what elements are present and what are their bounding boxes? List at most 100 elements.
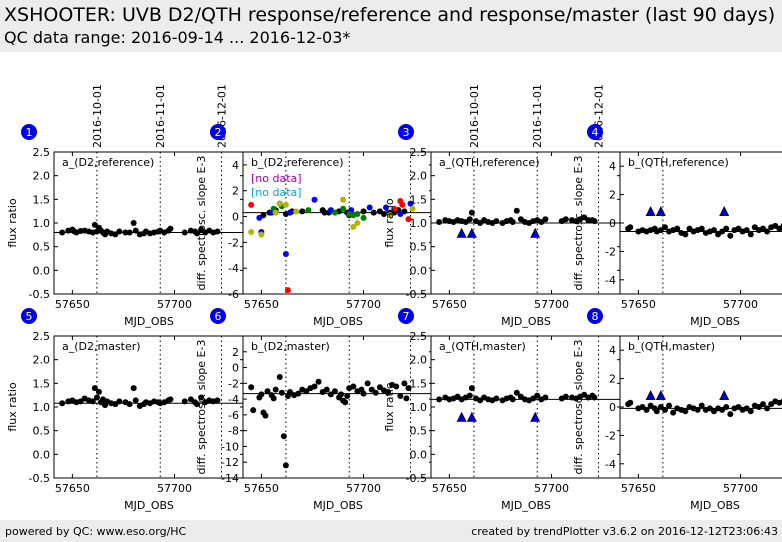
data-point — [764, 405, 771, 412]
x-tick-label: 57700 — [346, 298, 381, 311]
y-tick-label: 0 — [232, 362, 239, 375]
plot-area — [431, 336, 621, 478]
y-tick-label: 0.0 — [33, 264, 51, 277]
y-tick-label: 2.5 — [410, 330, 428, 343]
panel-badge — [398, 308, 414, 324]
plot-area — [431, 152, 621, 294]
colored-data-point — [272, 209, 279, 216]
data-point — [723, 404, 730, 410]
colored-data-point — [331, 209, 338, 216]
x-tick-label: 57700 — [534, 298, 569, 311]
page-subtitle: QC data range: 2016-09-14 ... 2016-12-03… — [4, 28, 351, 47]
colored-data-point — [256, 214, 263, 221]
data-point — [299, 208, 306, 215]
y-tick-label: 2.0 — [410, 170, 428, 183]
panel-label: a_(D2,master) — [62, 340, 141, 353]
colored-data-point — [407, 200, 414, 207]
data-point — [698, 402, 705, 409]
data-point — [542, 394, 549, 401]
y-tick-label: 2 — [609, 373, 616, 386]
plot-frame — [430, 335, 622, 479]
y-tick-label: 1.0 — [410, 401, 428, 414]
data-point — [591, 218, 598, 225]
date-label: 2016-11-01 — [531, 84, 544, 148]
y-tick-label: 0.5 — [410, 425, 428, 438]
colored-data-point — [340, 196, 347, 203]
y-axis-label: diff. spectrosc. slope E-3 — [572, 156, 585, 291]
data-point — [466, 216, 473, 223]
data-point — [311, 383, 318, 390]
plot-area — [620, 336, 782, 478]
y-tick-label: 0.5 — [33, 241, 51, 254]
y-tick-label: 0.5 — [33, 425, 51, 438]
panel-badge-label: 4 — [592, 126, 599, 139]
colored-data-point — [311, 196, 318, 203]
colored-data-point — [399, 201, 406, 208]
colored-data-point — [340, 205, 347, 212]
data-point — [666, 402, 673, 409]
date-label: 2016-11-01 — [154, 84, 167, 148]
data-point — [436, 219, 443, 226]
colored-data-point — [282, 250, 289, 257]
triangle-marker — [530, 227, 541, 238]
colored-data-point — [276, 200, 283, 207]
x-tick-label: 57650 — [621, 482, 656, 495]
data-point — [401, 380, 408, 387]
data-point — [468, 385, 475, 392]
y-tick-label: 2 — [232, 185, 239, 198]
colored-data-point — [360, 214, 367, 221]
data-point — [405, 385, 412, 392]
y-tick-label: 2.5 — [33, 330, 51, 343]
y-tick-label: 0 — [609, 401, 616, 414]
colored-data-point — [391, 205, 398, 212]
triangle-marker — [719, 205, 730, 216]
data-point — [385, 389, 392, 396]
panel-badge-label: 2 — [215, 126, 222, 139]
data-point — [280, 433, 287, 440]
data-point — [262, 412, 269, 419]
data-point — [130, 385, 137, 392]
x-tick-label: 57650 — [432, 298, 467, 311]
data-point — [116, 398, 123, 405]
x-axis-label: MJD_OBS — [501, 315, 551, 328]
header: XSHOOTER: UVB D2/QTH response/reference … — [0, 0, 782, 52]
panel-badge — [587, 308, 603, 324]
plots-grid: 1 -0.5 0.0 0.5 1.0 1.5 2.0 2.5 57650 57700 MJD_OBS… — [6, 84, 782, 512]
y-tick-label: 0 — [609, 217, 616, 230]
data-point — [264, 388, 271, 395]
data-point — [562, 393, 569, 400]
colored-data-point — [354, 210, 361, 217]
data-point — [194, 230, 201, 237]
data-point — [393, 383, 400, 390]
data-point — [698, 225, 705, 232]
data-point — [93, 394, 100, 401]
panel-label: b_(QTH,master) — [628, 340, 715, 353]
footer: powered by QC: www.eso.org/HC created by… — [0, 520, 782, 542]
x-tick-label: 57700 — [534, 482, 569, 495]
data-point — [258, 391, 265, 398]
y-tick-label: -0.5 — [29, 472, 50, 485]
data-point — [727, 411, 734, 418]
data-point — [132, 397, 139, 404]
data-point — [513, 389, 520, 396]
panel-8: 8 -4 -2 0 2 4 57650 57700 MJD_OBS diff. spectrosc… — [572, 308, 782, 512]
y-tick-label: 1.0 — [33, 401, 51, 414]
y-tick-label: -2 — [228, 236, 239, 249]
data-point — [276, 374, 283, 381]
data-point — [91, 385, 98, 392]
x-axis-label: MJD_OBS — [313, 499, 363, 512]
y-tick-label: 1.0 — [410, 217, 428, 230]
panel-badge — [21, 308, 37, 324]
y-tick-label: 4 — [609, 160, 616, 173]
data-point — [323, 386, 330, 393]
y-tick-label: 2 — [232, 346, 239, 359]
y-axis-label: diff. spectrosc. slope E-3 — [195, 156, 208, 291]
data-point — [95, 388, 102, 395]
colored-data-point — [282, 201, 289, 208]
data-point — [167, 396, 174, 403]
panel-badge — [210, 124, 226, 140]
data-point — [278, 389, 285, 396]
y-axis-label: diff. spectrosc. slope E-3 — [195, 340, 208, 475]
y-tick-label: -4 — [228, 393, 239, 406]
panel-1: 1 -0.5 0.0 0.5 1.0 1.5 2.0 2.5 57650 57700 MJD_OBS… — [6, 84, 245, 328]
